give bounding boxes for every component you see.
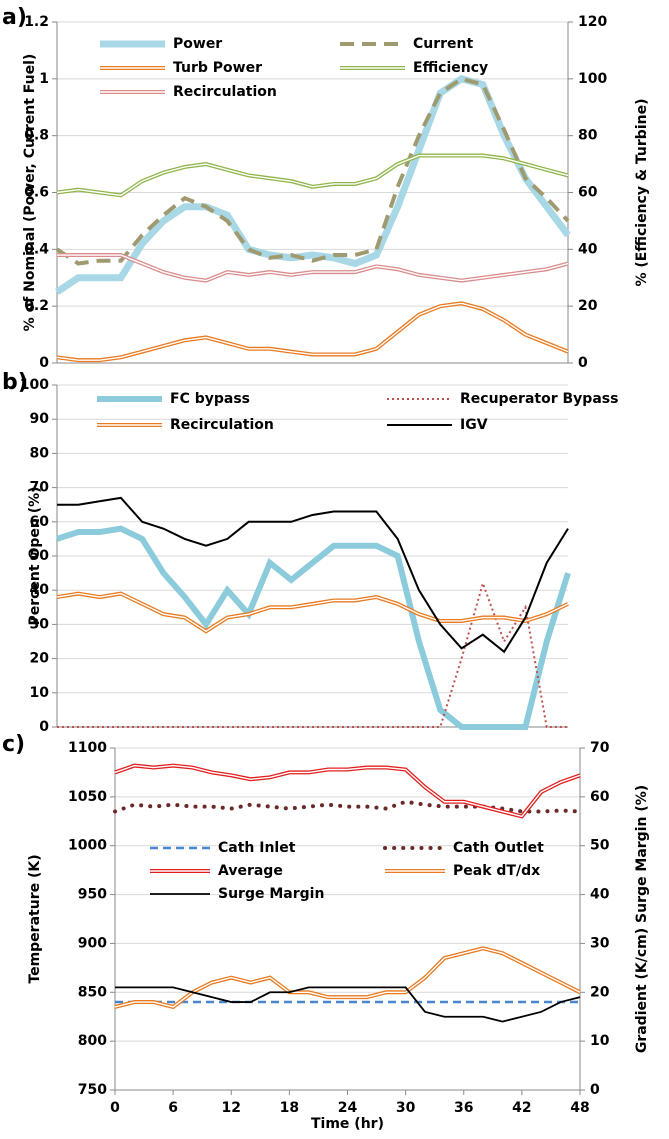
series-line	[55, 75, 571, 295]
x-tick-label: 24	[338, 1100, 358, 1116]
legend-label: Turb Power	[173, 60, 262, 76]
series-line	[115, 986, 581, 1023]
y2-tick-label: 0	[578, 355, 588, 371]
y2-tick-label: 20	[590, 984, 610, 1000]
y2-tick-label: 60	[578, 185, 598, 201]
y-tick-label: 1.2	[24, 14, 49, 30]
y-tick-label: 90	[30, 411, 50, 427]
series-line	[57, 580, 568, 728]
legend-label: Cath Outlet	[453, 840, 544, 856]
y2-tick-label: 120	[578, 14, 607, 30]
y-tick-label: 10	[30, 685, 50, 701]
series-line	[57, 496, 569, 654]
x-tick-label: 18	[280, 1100, 299, 1116]
y2-tick-label: 20	[578, 298, 598, 314]
y2-axis-title: Gradient (K/cm) Surge Margin (%)	[634, 785, 650, 1053]
y-tick-label: 30	[30, 616, 50, 632]
series-line	[113, 799, 582, 814]
y-tick-label: 40	[30, 582, 50, 598]
series-line	[55, 76, 570, 266]
series-line	[56, 525, 571, 730]
legend-label: Recuperator Bypass	[460, 391, 618, 407]
legend-label: Cath Inlet	[218, 840, 296, 856]
y-tick-label: 50	[30, 548, 50, 564]
y-tick-label: 0.4	[24, 241, 49, 257]
series-line	[56, 153, 569, 198]
y-axis-title: Temperature (K)	[27, 854, 43, 983]
legend-label: Power	[173, 36, 222, 52]
y-axis-title: Percent Open (%)	[27, 486, 43, 625]
x-tick-label: 42	[512, 1100, 531, 1116]
panel-label: a)	[2, 5, 27, 30]
y-tick-label: 950	[78, 887, 107, 903]
y2-tick-label: 30	[590, 935, 610, 951]
y-tick-label: 0	[39, 719, 49, 735]
legend-label: Recirculation	[170, 417, 274, 433]
y-tick-label: 1050	[68, 789, 107, 805]
y-tick-label: 0.6	[24, 185, 49, 201]
y2-tick-label: 40	[578, 241, 598, 257]
y-tick-label: 0.2	[24, 298, 49, 314]
y2-tick-label: 100	[578, 71, 607, 87]
y-tick-label: 1100	[68, 740, 107, 756]
legend-label: Efficiency	[413, 60, 488, 76]
y-tick-label: 0.8	[24, 128, 49, 144]
y2-tick-label: 70	[590, 740, 610, 756]
y2-tick-label: 60	[590, 789, 610, 805]
y-tick-label: 20	[30, 651, 50, 667]
y2-tick-label: 80	[578, 128, 598, 144]
y2-tick-label: 0	[590, 1082, 600, 1098]
series-line	[56, 301, 569, 363]
y2-axis-title: % (Efficiency & Turbine)	[634, 99, 650, 287]
y-tick-label: 70	[30, 480, 50, 496]
y2-tick-label: 50	[590, 838, 610, 854]
x-tick-label: 36	[454, 1100, 473, 1116]
y-tick-label: 750	[78, 1082, 107, 1098]
legend-label: Recirculation	[173, 84, 277, 100]
x-tick-label: 12	[222, 1100, 241, 1116]
series-line-core	[56, 302, 569, 361]
legend-label: Surge Margin	[218, 886, 324, 902]
y-tick-label: 0	[39, 355, 49, 371]
x-tick-label: 6	[168, 1100, 178, 1116]
series-line-core	[56, 592, 569, 633]
y2-tick-label: 40	[590, 887, 610, 903]
legend-label: Peak dT/dx	[453, 863, 540, 879]
y-tick-label: 1000	[68, 838, 107, 854]
y-tick-label: 900	[78, 935, 107, 951]
legend-label: Average	[218, 863, 283, 879]
x-axis-title: Time (hr)	[311, 1116, 384, 1132]
x-tick-label: 48	[570, 1100, 589, 1116]
y-tick-label: 80	[30, 445, 50, 461]
y-tick-label: 850	[78, 984, 107, 1000]
panel-label: b)	[2, 370, 28, 395]
y-tick-label: 1	[39, 71, 49, 87]
legend-label: IGV	[460, 417, 488, 433]
series-line-core	[114, 764, 581, 818]
y-tick-label: 800	[78, 1033, 107, 1049]
legend-label: Current	[413, 36, 474, 52]
x-tick-label: 0	[110, 1100, 120, 1116]
panel-label: c)	[2, 732, 25, 757]
y-tick-label: 60	[30, 514, 50, 530]
x-tick-label: 30	[396, 1100, 416, 1116]
legend-label: FC bypass	[170, 391, 250, 407]
series-line-core	[57, 254, 569, 282]
y-axis-title: % of Nominal (Power, Current Fuel)	[22, 54, 38, 332]
y2-tick-label: 10	[590, 1033, 610, 1049]
y-tick-label: 100	[20, 377, 49, 393]
series-line-core	[56, 154, 569, 197]
